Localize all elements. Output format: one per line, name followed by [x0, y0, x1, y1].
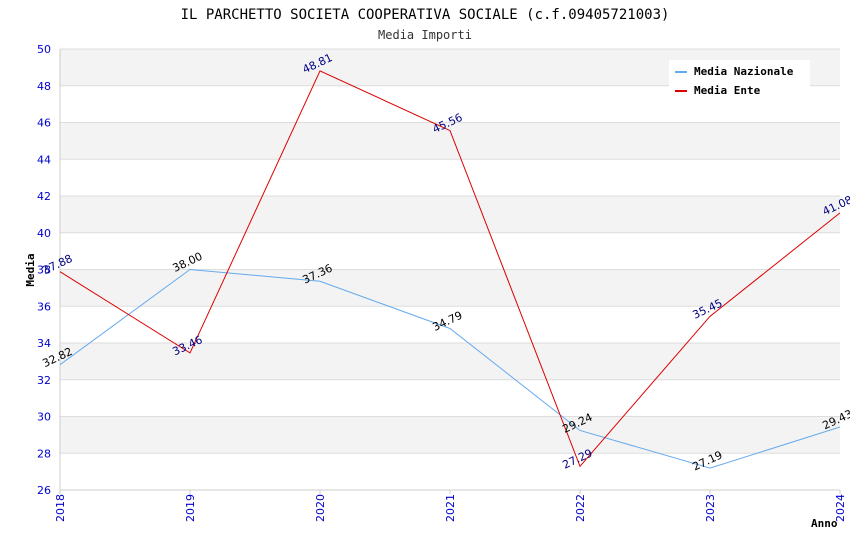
chart-title: IL PARCHETTO SOCIETA COOPERATIVA SOCIALE… — [181, 7, 670, 23]
y-tick-label: 26 — [37, 484, 51, 497]
axes — [59, 49, 841, 494]
plot-band — [60, 196, 840, 233]
y-tick-label: 36 — [37, 300, 51, 313]
legend-label-media-ente: Media Ente — [694, 84, 761, 97]
x-tick-label: 2020 — [314, 494, 327, 522]
plot-band — [60, 269, 840, 307]
grid-lines — [60, 48, 840, 491]
y-tick-label: 34 — [37, 337, 51, 350]
y-tick-label: 44 — [37, 153, 51, 166]
y-tick-label: 28 — [37, 447, 51, 460]
y-tick-label: 30 — [37, 411, 51, 424]
series-line-media-nazionale — [59, 268, 841, 469]
plot-band — [60, 343, 840, 380]
x-tick-label: 2024 — [834, 494, 847, 522]
y-tick-label: 48 — [37, 80, 51, 93]
x-tick-label: 2018 — [54, 494, 67, 522]
x-tick-labels: 2018 2019 2020 2021 2022 2023 2024 — [54, 494, 847, 522]
y-axis-label: Media — [24, 253, 37, 286]
y-tick-labels: 26 28 30 32 34 36 38 40 42 44 46 48 50 — [37, 43, 51, 497]
x-axis-label: Anno — [811, 517, 838, 530]
legend-label-media-nazionale: Media Nazionale — [694, 65, 794, 78]
y-tick-label: 38 — [37, 264, 51, 277]
series-lines — [59, 70, 841, 469]
x-tick-label: 2019 — [184, 494, 197, 522]
chart-subtitle: Media Importi — [378, 28, 472, 42]
series-line-media-ente — [59, 70, 841, 468]
plot-band — [60, 122, 840, 160]
x-tick-label: 2023 — [704, 494, 717, 522]
x-tick-label: 2021 — [444, 494, 457, 522]
y-tick-label: 42 — [37, 190, 51, 203]
y-tick-label: 32 — [37, 374, 51, 387]
y-tick-label: 40 — [37, 227, 51, 240]
plot-band — [60, 416, 840, 454]
y-tick-label: 46 — [37, 117, 51, 130]
plot-bands — [60, 49, 840, 454]
y-tick-label: 50 — [37, 43, 51, 56]
legend: Media Nazionale Media Ente — [669, 60, 810, 100]
legend-box — [669, 60, 810, 100]
data-label: 34.79 — [430, 309, 464, 334]
x-tick-label: 2022 — [574, 494, 587, 522]
